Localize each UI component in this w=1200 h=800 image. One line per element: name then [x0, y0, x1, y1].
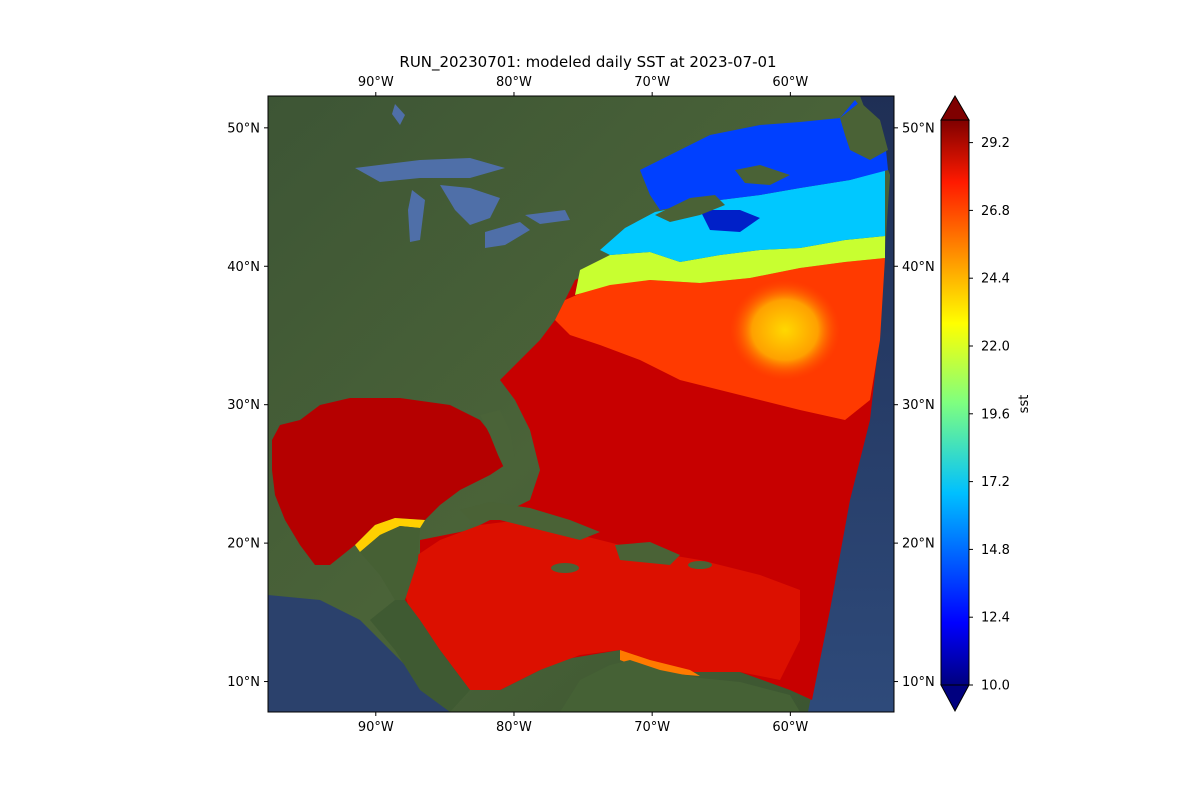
colorbar-tick-label: 14.8 — [981, 543, 1010, 558]
colorbar-ticks: 29.2 26.8 24.4 22.0 19.6 17.2 14.8 12.4 10.0 — [969, 136, 1010, 694]
lat-tick-label-right: 10°N — [902, 675, 935, 690]
lat-tick-label-left: 20°N — [227, 537, 260, 552]
colorbar-tick-label: 10.0 — [981, 679, 1010, 694]
lon-tick-label-top: 80°W — [496, 75, 532, 90]
chart-title: RUN_20230701: modeled daily SST at 2023-… — [399, 53, 776, 72]
colorbar-tick-label: 12.4 — [981, 611, 1010, 626]
lat-tick-label-left: 30°N — [227, 398, 260, 413]
lat-tick-label-left: 50°N — [227, 121, 260, 136]
map-frame — [267, 95, 895, 713]
sst-gulf-of-mexico — [272, 398, 505, 565]
longitude-ticks-bottom: 90°W 80°W 70°W 60°W — [358, 712, 808, 735]
map-area — [268, 96, 894, 712]
lon-tick-label-top: 70°W — [634, 75, 670, 90]
lat-tick-label-left: 40°N — [227, 260, 260, 275]
great-lakes — [355, 104, 570, 248]
colorbar-tick-label: 17.2 — [981, 475, 1010, 490]
lat-tick-label-right: 40°N — [902, 260, 935, 275]
lon-tick-label-bottom: 70°W — [634, 720, 670, 735]
sst-yucatan-upwelling — [355, 518, 425, 552]
pacific-ocean — [268, 595, 450, 712]
atlantic-ocean-basemap — [808, 96, 894, 712]
colorbar-gradient — [940, 119, 970, 686]
colorbar-tick-label: 29.2 — [981, 136, 1010, 151]
lon-tick-label-bottom: 80°W — [496, 720, 532, 735]
colorbar-label: sst — [1017, 395, 1032, 414]
lon-tick-label-top: 90°W — [358, 75, 394, 90]
sst-cool-eddy — [730, 280, 840, 380]
sst-slope-water — [575, 236, 885, 295]
lat-tick-label-left: 10°N — [227, 675, 260, 690]
colorbar-tick-label: 24.4 — [981, 272, 1010, 287]
longitude-ticks-top: 90°W 80°W 70°W 60°W — [358, 75, 808, 96]
lon-tick-label-top: 60°W — [772, 75, 808, 90]
colorbar-extend-max — [940, 95, 970, 121]
colorbar-tick-label: 19.6 — [981, 407, 1010, 422]
lat-tick-label-right: 20°N — [902, 537, 935, 552]
colorbar-extend-min — [940, 684, 970, 713]
lat-tick-label-right: 50°N — [902, 121, 935, 136]
sst-cold-north — [640, 100, 888, 210]
lon-tick-label-bottom: 60°W — [772, 720, 808, 735]
latitude-ticks-left: 50°N 40°N 30°N 20°N 10°N — [227, 121, 268, 690]
latitude-ticks-right: 50°N 40°N 30°N 20°N 10°N — [894, 121, 935, 690]
colorbar: 29.2 26.8 24.4 22.0 19.6 17.2 14.8 12.4 10.0 sst — [940, 95, 1032, 713]
sst-field — [272, 100, 888, 700]
lat-tick-label-right: 30°N — [902, 398, 935, 413]
sst-coastal-upwelling — [620, 650, 700, 676]
sst-cold-patch — [700, 210, 760, 232]
colorbar-tick-label: 26.8 — [981, 204, 1010, 219]
colorbar-tick-label: 22.0 — [981, 340, 1010, 355]
land-overlays — [360, 102, 888, 712]
lon-tick-label-bottom: 90°W — [358, 720, 394, 735]
